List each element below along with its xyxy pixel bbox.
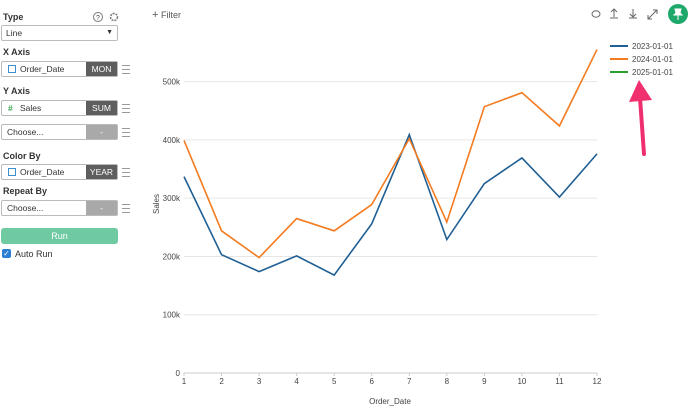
auto-run-checkbox[interactable]: ✓ bbox=[2, 249, 11, 258]
run-button[interactable]: Run bbox=[1, 228, 118, 244]
y-axis-label: Y Axis bbox=[3, 86, 31, 96]
y-tick-label: 300k bbox=[163, 194, 181, 203]
auto-run-label: Auto Run bbox=[15, 249, 53, 259]
x-agg[interactable]: MON bbox=[86, 62, 117, 76]
y-field: Sales bbox=[20, 103, 42, 113]
x-axis-title: Order_Date bbox=[369, 397, 411, 406]
x-axis-field[interactable]: Order_Date MON bbox=[1, 61, 118, 77]
menu[interactable] bbox=[122, 168, 130, 177]
x-tick-label: 11 bbox=[555, 377, 564, 386]
x-tick-label: 2 bbox=[219, 377, 224, 386]
x-tick-label: 12 bbox=[593, 377, 602, 386]
x-tick-label: 6 bbox=[370, 377, 375, 386]
menu[interactable] bbox=[122, 128, 130, 137]
y-axis-field[interactable]: # Sales SUM bbox=[1, 100, 118, 116]
svg-text:?: ? bbox=[96, 15, 100, 22]
annotation-arrow bbox=[638, 96, 646, 156]
annotation-arrow-head bbox=[629, 80, 652, 102]
menu[interactable] bbox=[122, 204, 130, 213]
type-label: Type bbox=[3, 12, 24, 22]
x-tick-label: 8 bbox=[445, 377, 450, 386]
repeat-agg[interactable]: - bbox=[86, 201, 117, 215]
y-tick-label: 100k bbox=[163, 311, 181, 320]
legend-label: 2025-01-01 bbox=[632, 68, 673, 77]
y-tick-label: 400k bbox=[163, 136, 181, 145]
x-axis-label: X Axis bbox=[3, 47, 31, 57]
x-tick-label: 1 bbox=[182, 377, 187, 386]
repeat-by-field[interactable]: Choose... - bbox=[1, 200, 118, 216]
pin-icon bbox=[672, 8, 684, 20]
repeat-field: Choose... bbox=[7, 203, 44, 213]
y-tick-label: 0 bbox=[176, 369, 181, 378]
x-tick-label: 7 bbox=[407, 377, 412, 386]
legend-label: 2024-01-01 bbox=[632, 55, 673, 64]
y-extra: Choose... bbox=[7, 127, 44, 137]
line-series bbox=[183, 49, 598, 259]
y-axis-title: Sales bbox=[152, 194, 161, 214]
type-icons: ? bbox=[93, 12, 119, 22]
color-by-field[interactable]: Order_Date YEAR bbox=[1, 164, 118, 180]
menu[interactable] bbox=[122, 104, 130, 113]
color-agg[interactable]: YEAR bbox=[86, 165, 117, 179]
filter-button[interactable]: + Filter bbox=[152, 9, 181, 21]
color-field: Order_Date bbox=[20, 167, 65, 177]
type-select[interactable]: Line ▼ bbox=[1, 25, 118, 41]
menu[interactable] bbox=[122, 65, 130, 74]
color-by-label: Color By bbox=[3, 151, 41, 161]
x-tick-label: 10 bbox=[517, 377, 526, 386]
line-series bbox=[183, 132, 598, 277]
repeat-by-label: Repeat By bbox=[3, 186, 48, 196]
y-extra-agg[interactable]: - bbox=[86, 125, 117, 139]
toolbar-icons[interactable] bbox=[591, 8, 658, 20]
x-tick-label: 3 bbox=[257, 377, 262, 386]
y-tick-label: 500k bbox=[163, 78, 181, 87]
x-tick-label: 9 bbox=[482, 377, 487, 386]
type-value: Line bbox=[6, 28, 23, 38]
y-extra-field[interactable]: Choose... - bbox=[1, 124, 118, 140]
y-agg[interactable]: SUM bbox=[86, 101, 117, 115]
y-tick-label: 200k bbox=[163, 252, 181, 261]
filter-label: Filter bbox=[160, 10, 181, 20]
legend-label: 2023-01-01 bbox=[632, 42, 673, 51]
x-field: Order_Date bbox=[20, 64, 65, 74]
x-tick-label: 5 bbox=[332, 377, 337, 386]
x-tick-label: 4 bbox=[294, 377, 299, 386]
